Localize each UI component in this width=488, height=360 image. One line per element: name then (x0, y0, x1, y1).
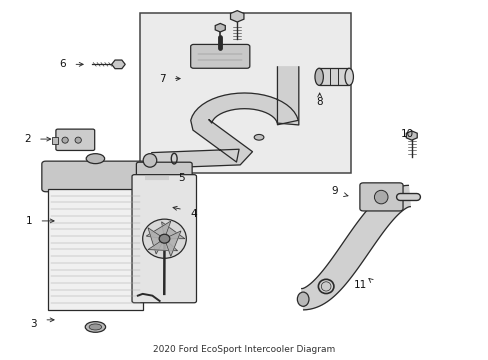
Polygon shape (148, 239, 177, 251)
Text: 4: 4 (190, 209, 197, 219)
Text: 5: 5 (178, 173, 184, 183)
FancyBboxPatch shape (132, 175, 196, 303)
Text: 10: 10 (400, 129, 413, 139)
Text: 9: 9 (330, 186, 337, 196)
Polygon shape (151, 67, 298, 168)
FancyBboxPatch shape (136, 162, 192, 180)
Text: 8: 8 (316, 97, 322, 107)
Ellipse shape (297, 292, 308, 306)
Bar (140, 13, 350, 173)
Ellipse shape (89, 324, 102, 330)
FancyBboxPatch shape (190, 44, 249, 68)
Polygon shape (148, 228, 164, 254)
Ellipse shape (86, 154, 104, 164)
Ellipse shape (321, 282, 330, 291)
Ellipse shape (374, 190, 387, 204)
Ellipse shape (85, 321, 105, 332)
Polygon shape (162, 222, 184, 239)
Ellipse shape (75, 137, 81, 143)
Ellipse shape (143, 154, 157, 167)
Polygon shape (164, 231, 181, 256)
Text: 7: 7 (159, 73, 165, 84)
Text: 2: 2 (24, 134, 31, 144)
Ellipse shape (254, 134, 264, 140)
Ellipse shape (62, 137, 68, 143)
Text: 6: 6 (59, 59, 66, 69)
Text: 3: 3 (30, 319, 37, 329)
Polygon shape (146, 221, 170, 239)
Text: 2020 Ford EcoSport Intercooler Diagram: 2020 Ford EcoSport Intercooler Diagram (153, 345, 335, 354)
Bar (52, 136, 58, 144)
Ellipse shape (159, 234, 169, 243)
FancyBboxPatch shape (56, 129, 95, 150)
Bar (48, 189, 142, 310)
Text: 1: 1 (25, 216, 32, 226)
Ellipse shape (314, 68, 323, 85)
Polygon shape (301, 185, 409, 310)
FancyBboxPatch shape (42, 161, 149, 192)
Text: 11: 11 (353, 280, 367, 290)
Ellipse shape (345, 68, 353, 85)
Ellipse shape (142, 219, 186, 258)
Bar (319, 68, 348, 85)
FancyBboxPatch shape (359, 183, 402, 211)
